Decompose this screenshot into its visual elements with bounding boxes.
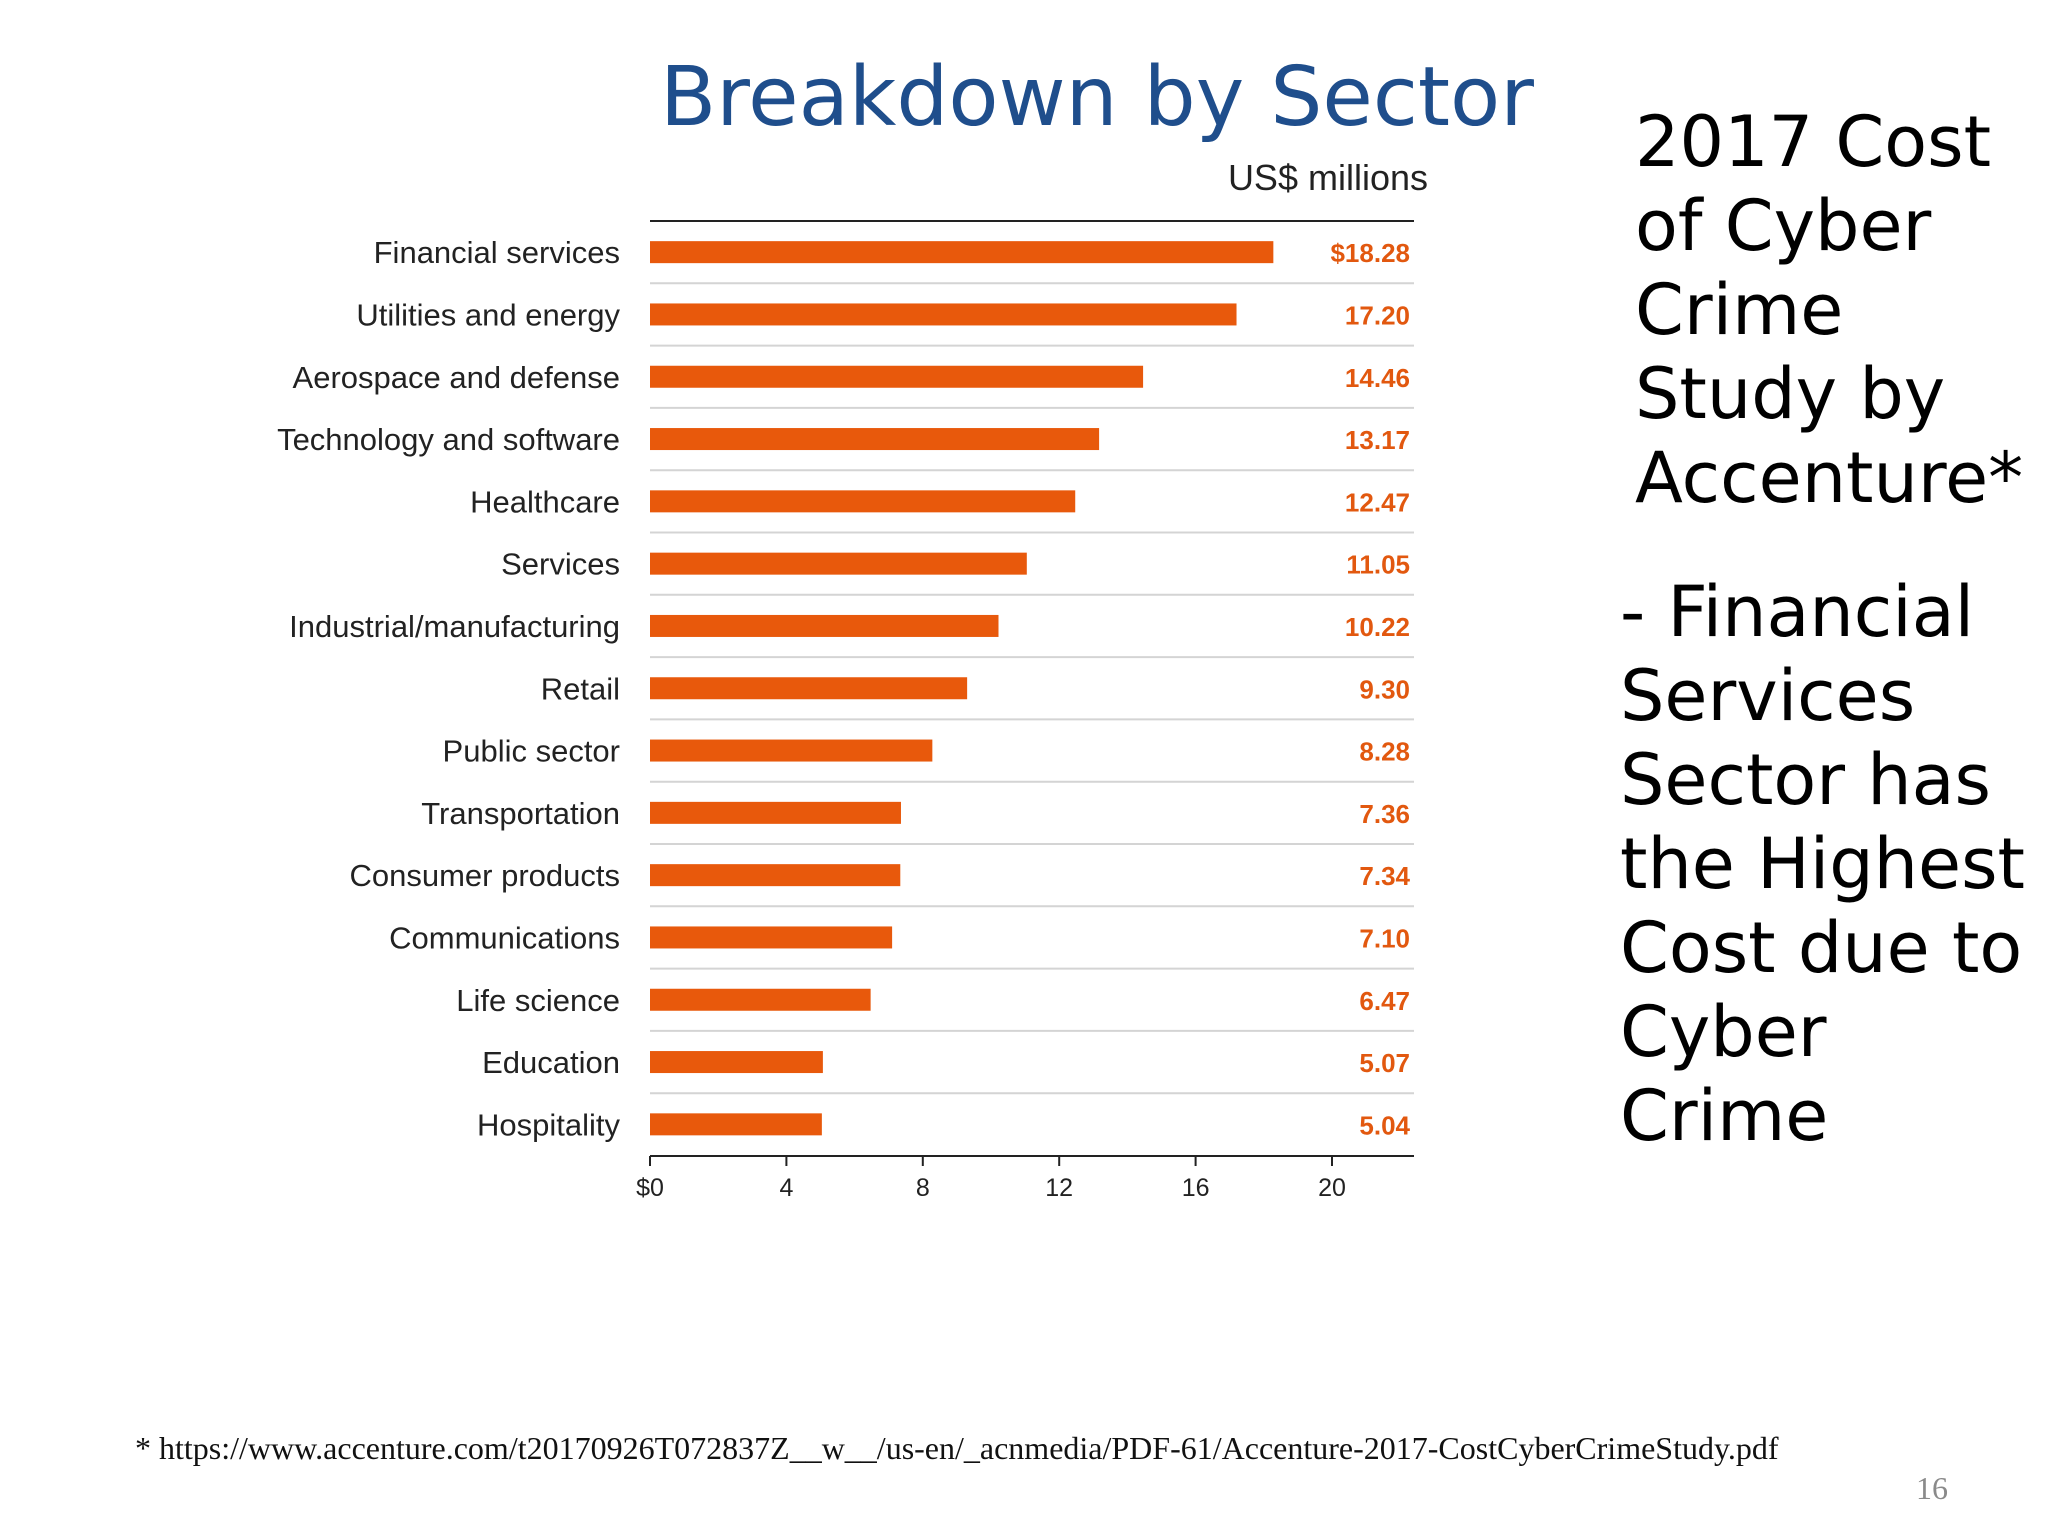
value-label: 6.47 bbox=[1359, 986, 1410, 1016]
value-label: $18.28 bbox=[1330, 238, 1410, 268]
value-label: 7.10 bbox=[1359, 923, 1410, 953]
bar bbox=[650, 365, 1144, 388]
value-label: 8.28 bbox=[1359, 737, 1410, 767]
bar bbox=[650, 614, 999, 637]
value-label: 5.04 bbox=[1359, 1110, 1410, 1140]
category-label: Industrial/manufacturing bbox=[289, 609, 620, 644]
value-label: 11.05 bbox=[1346, 550, 1410, 580]
category-label: Public sector bbox=[443, 734, 620, 769]
category-label: Technology and software bbox=[277, 422, 620, 457]
value-label: 7.36 bbox=[1359, 799, 1410, 829]
unit-label: US$ millions bbox=[1228, 157, 1428, 198]
value-label: 5.07 bbox=[1359, 1048, 1410, 1078]
category-label: Financial services bbox=[374, 235, 620, 270]
category-label: Aerospace and defense bbox=[293, 360, 620, 395]
bar bbox=[650, 864, 901, 887]
value-label: 17.20 bbox=[1345, 300, 1410, 330]
bar bbox=[650, 490, 1076, 513]
category-label: Retail bbox=[541, 671, 620, 706]
page-number: 16 bbox=[1916, 1470, 1948, 1506]
category-label: Services bbox=[501, 547, 620, 582]
category-label: Hospitality bbox=[477, 1107, 620, 1142]
value-label: 12.47 bbox=[1345, 487, 1410, 517]
slide-title: Breakdown by Sector bbox=[660, 50, 1534, 145]
bar bbox=[650, 1113, 822, 1136]
bar bbox=[650, 739, 933, 762]
x-tick-label: 12 bbox=[1045, 1174, 1073, 1202]
x-tick-label: 8 bbox=[916, 1174, 930, 1202]
bar bbox=[650, 428, 1100, 451]
bar bbox=[650, 926, 893, 949]
category-label: Healthcare bbox=[470, 484, 620, 519]
category-label: Consumer products bbox=[349, 858, 620, 893]
bar bbox=[650, 303, 1237, 326]
value-label: 9.30 bbox=[1359, 674, 1410, 704]
x-tick-label: 16 bbox=[1182, 1174, 1210, 1202]
x-tick-label: 20 bbox=[1318, 1174, 1346, 1202]
side-heading: 2017 Cost of Cyber Crime Study by Accent… bbox=[1635, 101, 2024, 519]
bar bbox=[650, 552, 1027, 575]
bar bbox=[650, 677, 968, 700]
bar bbox=[650, 988, 871, 1011]
x-tick-label: 4 bbox=[779, 1174, 793, 1202]
category-label: Communications bbox=[389, 920, 620, 955]
bar bbox=[650, 801, 901, 824]
bar bbox=[650, 1051, 823, 1074]
chart-rows: Financial services $18.28 Utilities and en… bbox=[277, 235, 1414, 1142]
category-label: Utilities and energy bbox=[356, 297, 620, 332]
x-axis-ticks: $0 4 8 12 16 20 bbox=[636, 1156, 1346, 1202]
value-label: 7.34 bbox=[1359, 861, 1410, 891]
category-label: Transportation bbox=[421, 796, 620, 831]
bar bbox=[650, 241, 1274, 264]
value-label: 14.46 bbox=[1345, 363, 1410, 393]
value-label: 10.22 bbox=[1345, 612, 1410, 642]
side-body: - Financial Services Sector has the High… bbox=[1620, 571, 2025, 1157]
x-tick-label: $0 bbox=[636, 1174, 664, 1202]
category-label: Education bbox=[482, 1045, 620, 1080]
category-label: Life science bbox=[456, 983, 620, 1018]
source-footnote: * https://www.accenture.com/t20170926T07… bbox=[135, 1430, 1779, 1466]
value-label: 13.17 bbox=[1345, 425, 1410, 455]
